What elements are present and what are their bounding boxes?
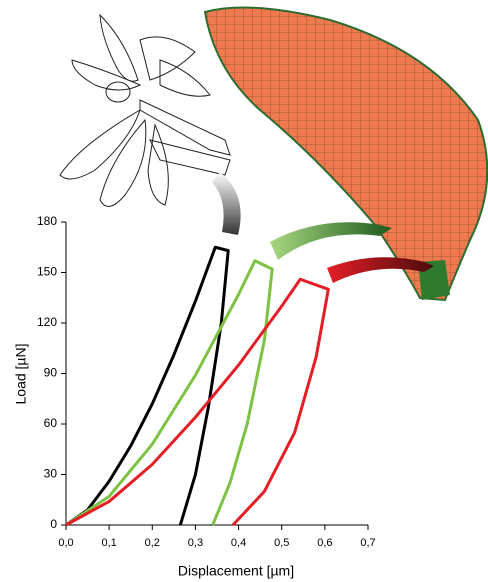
- arrow: [327, 257, 434, 283]
- x-tick-label: 0,5: [274, 537, 289, 549]
- x-tick-label: 0,3: [188, 537, 203, 549]
- x-tick-label: 0,0: [58, 537, 73, 549]
- x-tick-label: 0,1: [101, 537, 116, 549]
- y-tick-label: 30: [44, 467, 58, 481]
- y-axis-label: Load [µN]: [13, 344, 29, 405]
- curve: [65, 277, 330, 527]
- x-tick-label: 0,4: [231, 537, 246, 549]
- x-tick-label: 0,6: [317, 537, 332, 549]
- y-tick-label: 120: [37, 315, 57, 329]
- y-tick-label: 150: [37, 265, 57, 279]
- dragonfly: [59, 13, 231, 207]
- wing: [203, 6, 488, 302]
- curve: [65, 245, 230, 527]
- arrow: [270, 222, 392, 260]
- x-axis-label: Displacement [µm]: [178, 563, 294, 579]
- y-tick-label: 60: [44, 416, 58, 430]
- plot: Displacement [µm] Load [µN] 0 30 60 90 120 15…: [13, 214, 376, 579]
- y-tick-label: 180: [37, 214, 57, 228]
- arrow: [212, 172, 241, 235]
- y-tick-label: 0: [50, 517, 57, 531]
- illustration: [59, 6, 488, 302]
- y-tick-label: 90: [44, 366, 58, 380]
- curve: [65, 259, 274, 527]
- x-tick-label: 0,7: [360, 537, 375, 549]
- x-tick-label: 0,2: [145, 537, 160, 549]
